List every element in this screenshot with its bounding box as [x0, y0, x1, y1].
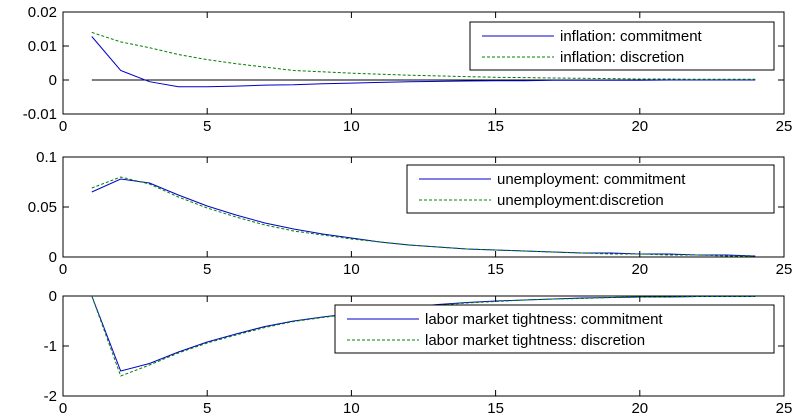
- legend-label-2: inflation: discretion: [560, 49, 684, 66]
- legend: unemployment: commitment unemployment:dis…: [406, 164, 775, 214]
- y-tick-label: -2: [44, 388, 57, 405]
- x-tick-label: 5: [203, 400, 211, 417]
- x-tick-label: 20: [631, 118, 648, 135]
- y-tick-label: 0.02: [28, 4, 57, 21]
- x-tick-label: 5: [203, 261, 211, 278]
- x-tick-label: 15: [487, 400, 504, 417]
- subplot-3: 0 5 10 15 20 25 -2 -1 0 labor market tightness: c…: [44, 288, 793, 417]
- x-tick-label: 10: [343, 261, 360, 278]
- legend-box: [469, 21, 775, 71]
- series-line-2: [91, 31, 756, 80]
- y-tick-label: 0.01: [28, 38, 57, 55]
- x-tick-label: 0: [59, 118, 67, 135]
- legend-label-1: labor market tightness: commitment: [425, 311, 663, 328]
- subplot-2: 0 5 10 15 20 25 0 0.05 0.1 unemployment: commitme…: [28, 149, 793, 278]
- x-tick-label: 20: [631, 261, 648, 278]
- series-line-1: [91, 36, 756, 88]
- series-line-1: [91, 178, 756, 257]
- y-tick-label: 0: [49, 249, 57, 266]
- legend-box: [334, 304, 775, 354]
- x-tick-label: 25: [776, 400, 793, 417]
- legend: inflation: commitment inflation: discreti…: [469, 21, 775, 71]
- x-tick-label: 10: [343, 400, 360, 417]
- x-tick-label: 10: [343, 118, 360, 135]
- legend-label-1: unemployment: commitment: [497, 171, 686, 188]
- x-tick-label: 5: [203, 118, 211, 135]
- x-tick-label: 15: [487, 261, 504, 278]
- y-tick-label: 0: [49, 288, 57, 305]
- series-line-2: [91, 176, 756, 257]
- legend-label-1: inflation: commitment: [560, 28, 703, 45]
- x-tick-label: 0: [59, 261, 67, 278]
- x-tick-label: 25: [776, 261, 793, 278]
- y-tick-label: 0.05: [28, 199, 57, 216]
- y-tick-label: 0: [49, 72, 57, 89]
- legend-label-2: labor market tightness: discretion: [425, 332, 645, 349]
- legend-box: [406, 164, 775, 214]
- y-tick-label: -0.01: [23, 106, 57, 123]
- x-tick-label: 25: [776, 118, 793, 135]
- y-tick-label: -1: [44, 338, 57, 355]
- x-tick-label: 20: [631, 400, 648, 417]
- legend-label-2: unemployment:discretion: [497, 192, 664, 209]
- y-tick-label: 0.1: [36, 149, 57, 166]
- legend: labor market tightness: commitment labor …: [334, 304, 775, 354]
- x-tick-label: 15: [487, 118, 504, 135]
- x-tick-label: 0: [59, 400, 67, 417]
